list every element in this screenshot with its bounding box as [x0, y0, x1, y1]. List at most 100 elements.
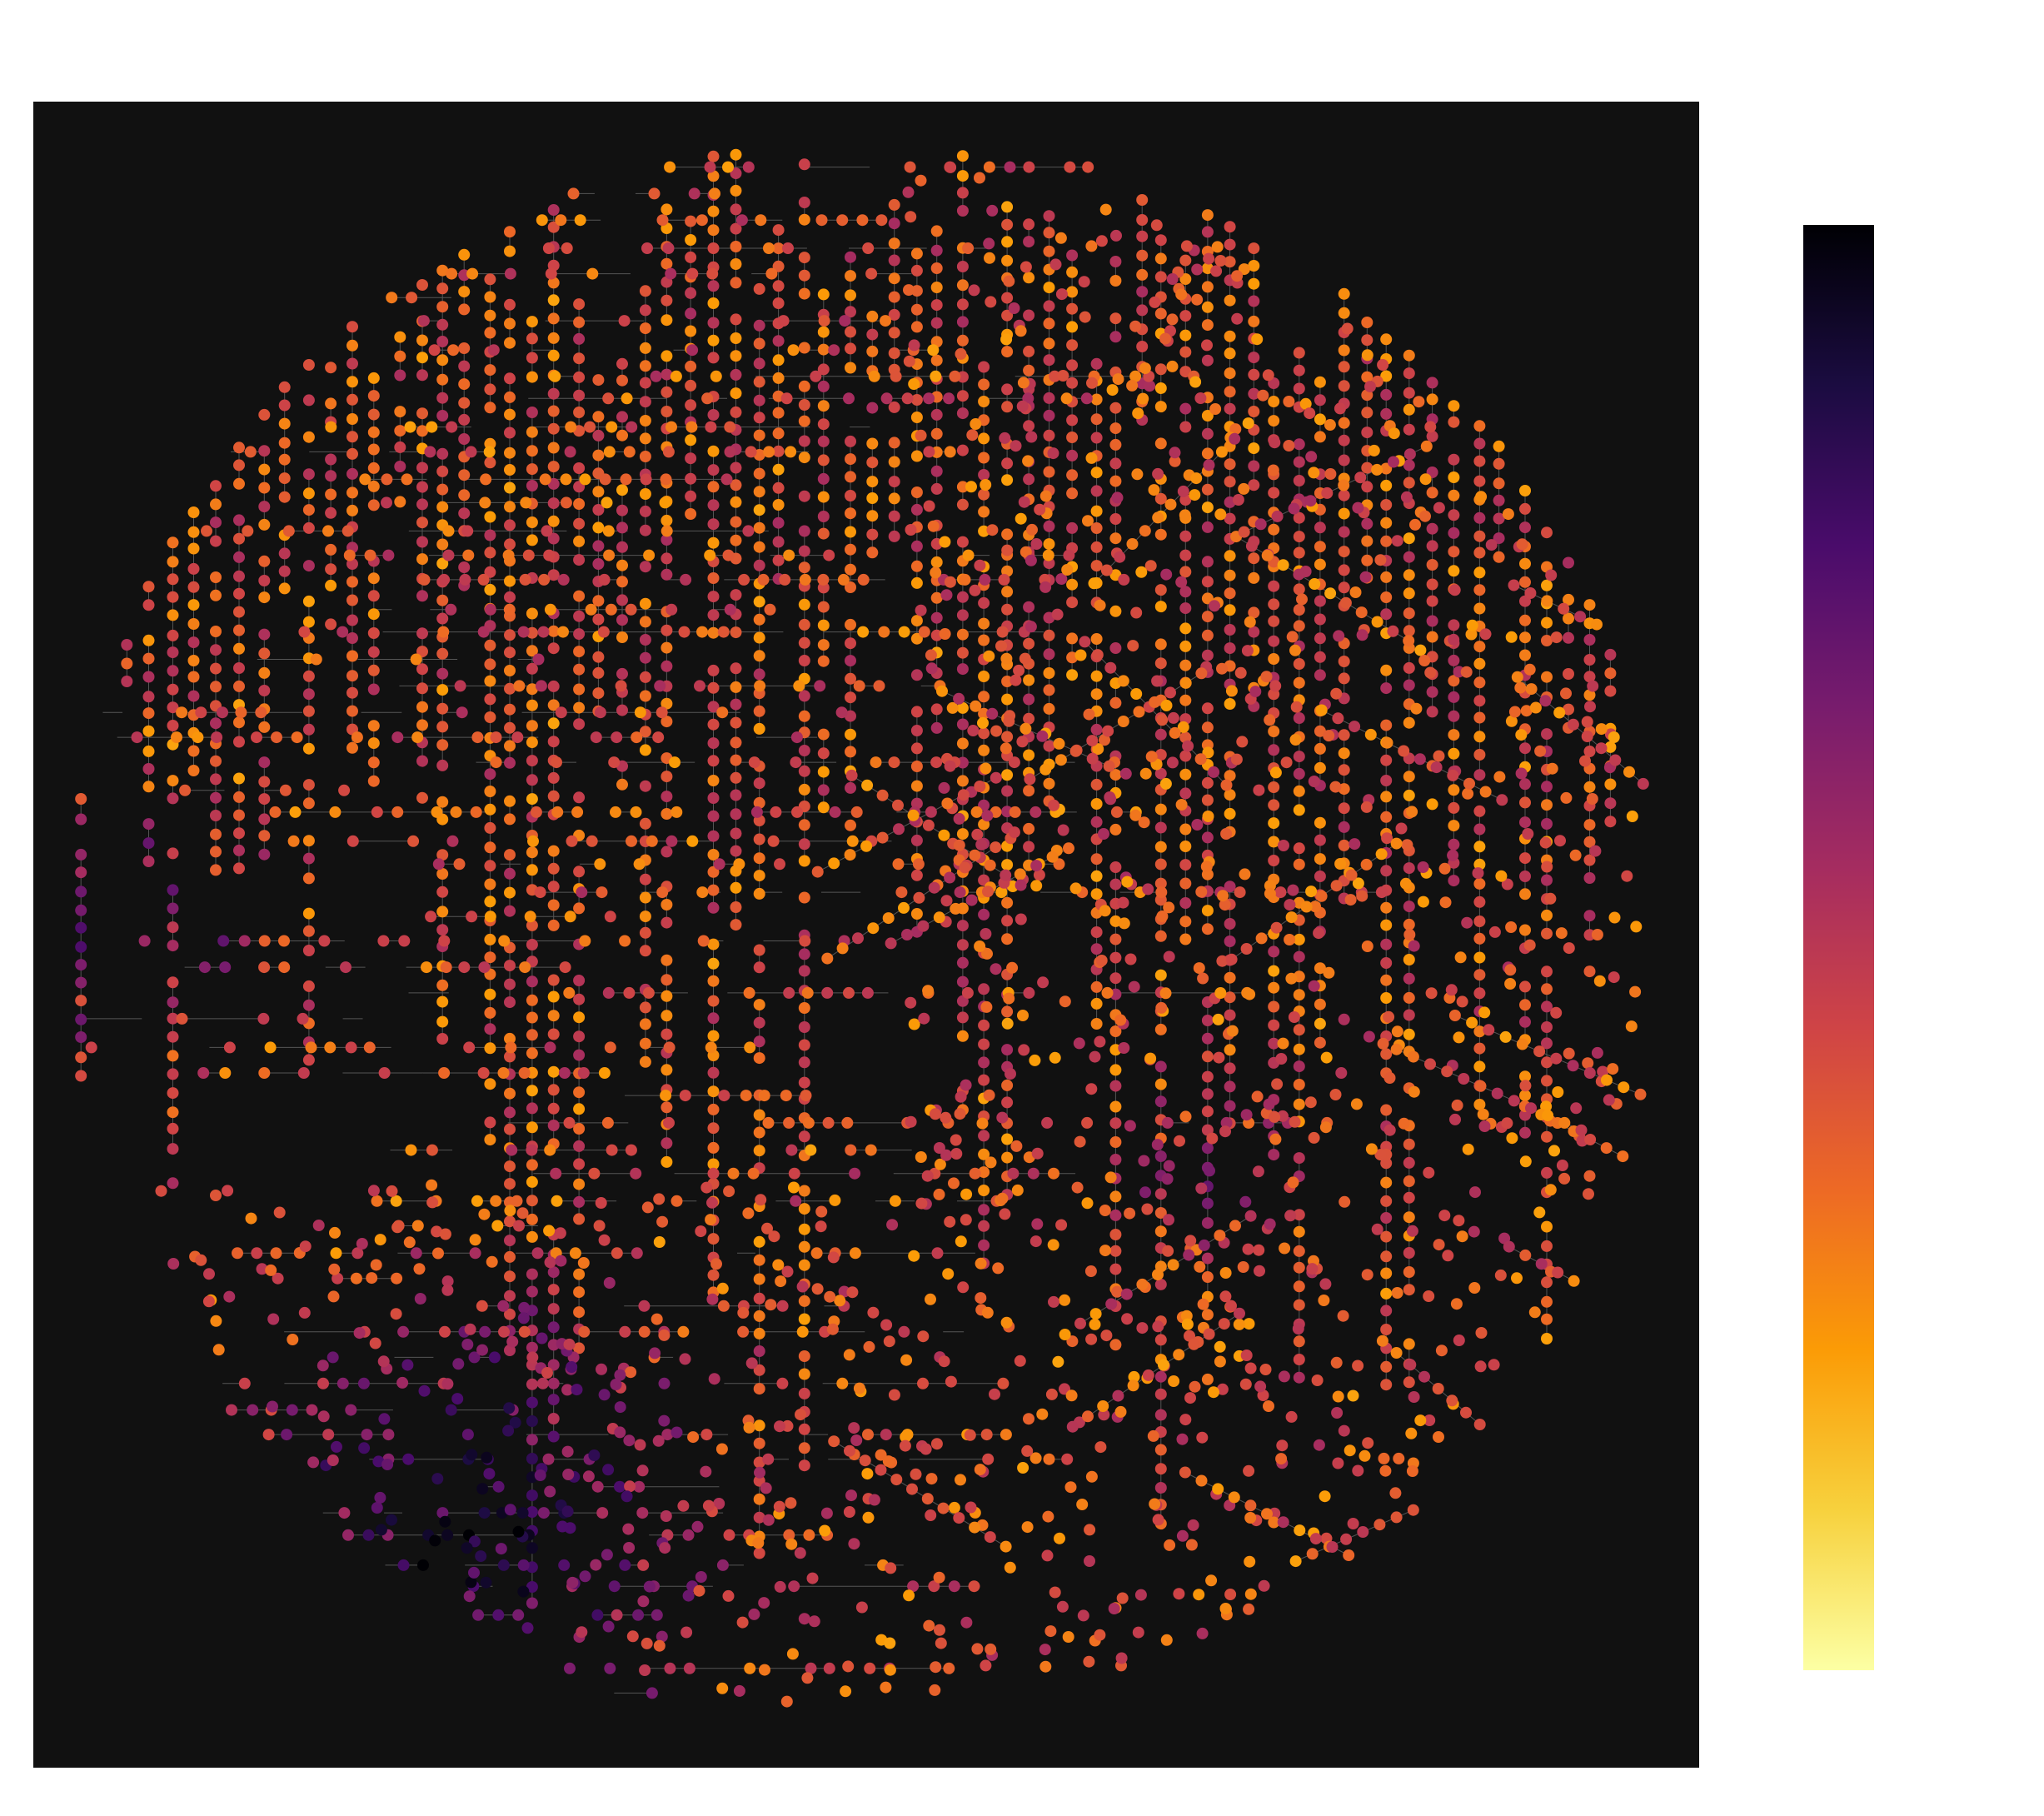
intersection-node — [498, 935, 511, 947]
intersection-node — [302, 521, 315, 534]
intersection-node — [1201, 226, 1214, 238]
intersection-node — [1403, 918, 1415, 930]
intersection-node — [1426, 615, 1438, 627]
intersection-node — [586, 835, 598, 847]
intersection-node — [837, 573, 850, 586]
intersection-node — [658, 1329, 671, 1341]
intersection-node — [1142, 1369, 1154, 1381]
intersection-node — [1090, 816, 1103, 828]
intersection-node — [1583, 689, 1596, 701]
intersection-node — [592, 504, 605, 516]
intersection-node — [1541, 1220, 1553, 1233]
intersection-node — [845, 618, 856, 631]
intersection-node — [1268, 598, 1280, 611]
intersection-node — [549, 370, 561, 382]
intersection-node — [547, 862, 560, 875]
intersection-node — [1413, 396, 1425, 408]
intersection-node — [1048, 1295, 1059, 1308]
intersection-node — [484, 566, 496, 578]
intersection-node — [559, 961, 571, 974]
intersection-node — [845, 270, 856, 282]
intersection-node — [661, 203, 673, 216]
intersection-node — [436, 336, 449, 347]
intersection-node — [1426, 393, 1438, 406]
intersection-node — [1023, 236, 1035, 248]
intersection-node — [1138, 1155, 1150, 1167]
intersection-node — [798, 525, 810, 537]
intersection-node — [1268, 1516, 1280, 1529]
intersection-node — [866, 456, 879, 469]
intersection-node — [1163, 901, 1175, 914]
intersection-node — [639, 415, 651, 427]
intersection-node — [1201, 521, 1214, 533]
intersection-node — [1293, 1152, 1305, 1165]
intersection-node — [1030, 880, 1043, 892]
intersection-node — [233, 551, 245, 563]
intersection-node — [930, 465, 943, 477]
intersection-node — [463, 1041, 476, 1054]
intersection-node — [923, 392, 935, 405]
intersection-node — [1380, 1230, 1393, 1243]
intersection-node — [892, 799, 904, 811]
intersection-node — [1244, 988, 1256, 1000]
intersection-node — [753, 596, 765, 608]
intersection-node — [614, 1426, 626, 1439]
intersection-node — [1029, 1054, 1041, 1066]
intersection-node — [278, 565, 291, 577]
intersection-node — [1290, 701, 1303, 713]
intersection-node — [798, 213, 810, 226]
intersection-node — [561, 1505, 574, 1518]
intersection-node — [504, 464, 516, 476]
intersection-node — [783, 986, 795, 999]
intersection-node — [730, 184, 742, 197]
intersection-node — [843, 986, 855, 999]
intersection-node — [484, 860, 496, 872]
intersection-node — [1201, 410, 1214, 422]
intersection-node — [504, 849, 516, 861]
intersection-node — [504, 317, 516, 330]
intersection-node — [661, 660, 673, 672]
intersection-node — [661, 368, 673, 381]
intersection-node — [322, 1429, 335, 1441]
intersection-node — [367, 756, 380, 769]
intersection-node — [504, 427, 516, 439]
intersection-node — [1506, 1132, 1518, 1145]
intersection-node — [1344, 894, 1357, 906]
intersection-node — [258, 518, 271, 531]
intersection-node — [1519, 576, 1531, 588]
intersection-node — [1217, 890, 1229, 902]
intersection-node — [176, 1012, 188, 1025]
intersection-node — [772, 481, 785, 494]
intersection-node — [504, 267, 516, 280]
intersection-node — [1519, 1126, 1531, 1139]
intersection-node — [413, 1263, 426, 1275]
intersection-node — [1473, 1025, 1486, 1038]
intersection-node — [1593, 975, 1606, 987]
intersection-node — [1209, 403, 1222, 415]
intersection-node — [934, 1624, 945, 1636]
intersection-node — [639, 451, 651, 462]
intersection-node — [573, 1268, 586, 1280]
intersection-node — [436, 557, 449, 570]
intersection-node — [1409, 518, 1421, 531]
intersection-node — [940, 1149, 953, 1161]
intersection-node — [526, 1085, 538, 1097]
intersection-node — [394, 369, 406, 382]
intersection-node — [1403, 1211, 1415, 1224]
intersection-node — [1604, 667, 1617, 680]
intersection-node — [1224, 256, 1236, 268]
intersection-node — [1541, 595, 1553, 607]
intersection-node — [845, 543, 856, 556]
intersection-node — [930, 703, 943, 716]
intersection-node — [513, 1220, 525, 1232]
intersection-node — [1015, 879, 1027, 891]
intersection-node — [1117, 675, 1129, 687]
intersection-node — [1059, 1294, 1071, 1306]
intersection-node — [438, 1067, 451, 1079]
intersection-node — [1086, 735, 1099, 747]
intersection-node — [1380, 407, 1393, 420]
intersection-node — [458, 397, 471, 409]
intersection-node — [686, 267, 699, 280]
intersection-node — [526, 975, 538, 988]
intersection-node — [1293, 751, 1305, 763]
